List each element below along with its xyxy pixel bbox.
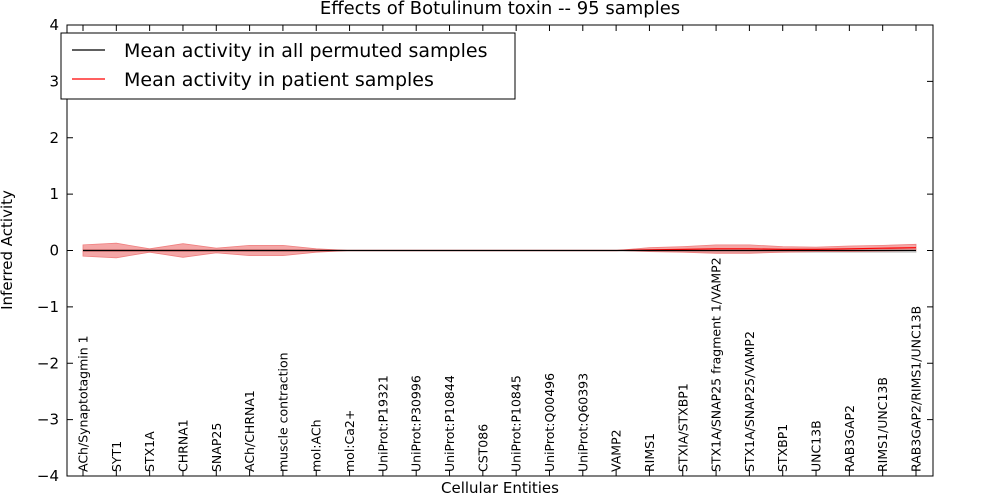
y-tick-label: 0 bbox=[49, 242, 59, 260]
x-category-label: UniProt:P19321 bbox=[375, 375, 390, 472]
y-tick-label: −1 bbox=[37, 298, 59, 316]
y-tick-label: 2 bbox=[49, 129, 59, 147]
y-tick-label: −3 bbox=[37, 411, 59, 429]
x-category-label: STXBP1 bbox=[775, 424, 790, 472]
x-category-label: STX1A/SNAP25/VAMP2 bbox=[742, 331, 757, 472]
x-category-label: STX1A/SNAP25 fragment 1/VAMP2 bbox=[709, 257, 724, 472]
x-category-label: CST086 bbox=[475, 424, 490, 472]
y-tick-label: 3 bbox=[49, 72, 59, 90]
lines-layer bbox=[83, 247, 917, 252]
x-category-label: RIMS1/UNC13B bbox=[875, 377, 890, 472]
chart-title: Effects of Botulinum toxin -- 95 samples bbox=[320, 0, 680, 19]
x-category-label: STXIA/STXBP1 bbox=[675, 383, 690, 472]
x-category-label: UniProt:P10844 bbox=[442, 375, 457, 472]
x-category-label: muscle contraction bbox=[275, 352, 290, 472]
y-tick-label: 4 bbox=[49, 16, 59, 34]
x-category-label: ACh/Synaptotagmin 1 bbox=[76, 335, 91, 472]
y-axis-label: Inferred Activity bbox=[0, 190, 16, 310]
x-category-label: STX1A bbox=[142, 431, 157, 472]
y-tick-label: 1 bbox=[49, 185, 59, 203]
x-category-label: mol:ACh bbox=[309, 420, 324, 473]
x-category-label: ACh/CHRNA1 bbox=[242, 390, 257, 472]
x-category-label: SYT1 bbox=[109, 441, 124, 472]
x-axis-label: Cellular Entities bbox=[441, 479, 559, 497]
legend-label-patient: Mean activity in patient samples bbox=[124, 69, 434, 91]
y-tick-label: −2 bbox=[37, 354, 59, 372]
legend: Mean activity in all permuted samples Me… bbox=[60, 32, 516, 100]
x-category-label: RIMS1 bbox=[642, 433, 657, 472]
x-category-label: SNAP25 bbox=[209, 423, 224, 472]
legend-box bbox=[60, 32, 516, 100]
plot-frame bbox=[66, 24, 934, 477]
y-tick-label: −4 bbox=[37, 467, 59, 485]
x-category-label: UniProt:P10845 bbox=[509, 375, 524, 472]
x-category-label: UniProt:Q00496 bbox=[542, 373, 557, 472]
x-category-label: mol:Ca2+ bbox=[342, 410, 357, 472]
x-category-label: UniProt:Q60393 bbox=[575, 373, 590, 472]
legend-label-permuted: Mean activity in all permuted samples bbox=[124, 40, 487, 62]
x-category-label: UniProt:P30996 bbox=[409, 375, 424, 472]
x-category-label: RAB3GAP2/RIMS1/UNC13B bbox=[909, 306, 924, 472]
x-category-label: UNC13B bbox=[809, 420, 824, 472]
x-category-label: VAMP2 bbox=[609, 429, 624, 472]
y-ticks: −4 −3 −2 −1 0 1 2 3 4 bbox=[37, 16, 933, 485]
x-category-label: RAB3GAP2 bbox=[842, 405, 857, 472]
x-ticks: ACh/Synaptotagmin 1 SYT1 STX1A CHRNA1 SNAP25… bbox=[76, 25, 924, 476]
x-category-label: CHRNA1 bbox=[175, 419, 190, 472]
